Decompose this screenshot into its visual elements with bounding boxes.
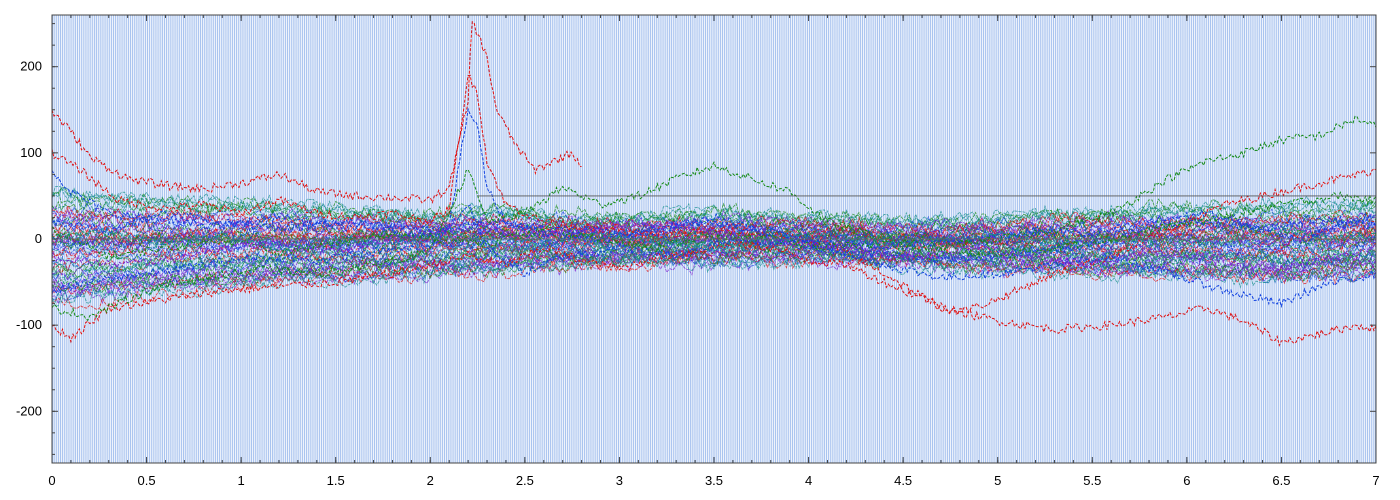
reference-lines <box>52 195 1376 240</box>
band-trace <box>51 251 1377 307</box>
series-line-3 <box>51 168 1377 344</box>
x-tick-label: 0.5 <box>138 473 156 488</box>
series-line-1 <box>51 20 582 204</box>
band-trace <box>51 225 1377 250</box>
x-tick-label: 4.5 <box>894 473 912 488</box>
x-tick-label: 2.5 <box>516 473 534 488</box>
x-tick-label: 5.5 <box>1083 473 1101 488</box>
y-tick-label: -100 <box>16 317 42 332</box>
x-tick-label: 6 <box>1183 473 1190 488</box>
series-layer <box>51 20 1377 347</box>
band-trace <box>51 240 1377 286</box>
x-tick-label: 7 <box>1372 473 1379 488</box>
band-trace <box>51 246 1377 293</box>
series-line-6 <box>51 209 1377 253</box>
y-tick-label: 100 <box>20 145 42 160</box>
band-trace <box>51 205 1377 239</box>
band-trace <box>51 240 1377 282</box>
y-tick-label: 0 <box>35 231 42 246</box>
series-line-4 <box>51 107 1377 309</box>
band-trace <box>51 244 1377 291</box>
x-tick-label: 1 <box>238 473 245 488</box>
band-trace <box>51 226 1377 257</box>
x-tick-label: 2 <box>427 473 434 488</box>
axes: 0 0.5 1 1.5 2 2.5 3 3.5 4 4.5 5 5.5 6 6.5 7 200 100 0 -100… <box>16 15 1380 488</box>
y-tick-label: 200 <box>20 59 42 74</box>
series-line-5 <box>51 204 1377 295</box>
series-line-8 <box>51 191 1377 262</box>
x-tick-label: 6.5 <box>1272 473 1290 488</box>
series-line-9 <box>51 219 1377 277</box>
x-tick-label: 1.5 <box>327 473 345 488</box>
band-trace <box>51 249 1377 310</box>
band-trace <box>51 240 1377 287</box>
x-tick-label: 4 <box>805 473 812 488</box>
band-trace <box>51 185 1377 232</box>
x-tick-label: 0 <box>48 473 55 488</box>
y-tick-label: -200 <box>16 403 42 418</box>
series-line-10 <box>51 226 1377 253</box>
band-trace <box>51 245 1377 296</box>
x-tick-label: 3 <box>616 473 623 488</box>
x-tick-label: 5 <box>994 473 1001 488</box>
band-trace <box>51 217 1377 244</box>
band-trace <box>51 186 1377 235</box>
series-line-2 <box>51 74 1377 347</box>
x-tick-label: 3.5 <box>705 473 723 488</box>
band-trace <box>51 200 1377 240</box>
series-line-7 <box>51 115 1377 322</box>
